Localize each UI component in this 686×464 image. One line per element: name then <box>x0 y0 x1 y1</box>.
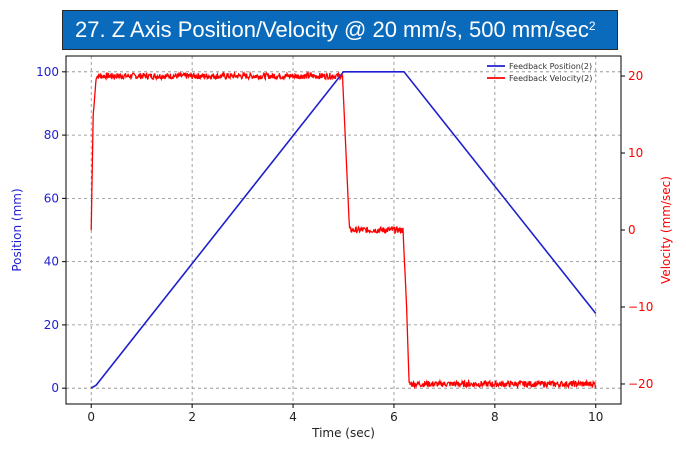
y-right-tick-label: 20 <box>628 69 643 83</box>
y-left-tick-label: 0 <box>51 381 59 395</box>
y-right-tick-label: 0 <box>628 223 636 237</box>
y-right-tick-label: −10 <box>628 300 653 314</box>
y-left-axis-label: Position (mm) <box>10 188 24 271</box>
x-axis-label: Time (sec) <box>311 426 375 440</box>
legend-entry: Feedback Position(2) <box>509 62 592 71</box>
y-left-tick-label: 20 <box>44 318 59 332</box>
x-tick-label: 8 <box>491 410 499 424</box>
series-lines <box>90 70 597 390</box>
chart-title: 27. Z Axis Position/Velocity @ 20 mm/s, … <box>62 10 618 50</box>
series-line-feedback-position <box>90 71 597 389</box>
x-tick-label: 2 <box>188 410 196 424</box>
x-tick-label: 6 <box>390 410 398 424</box>
y-left-axis-ticks: 0 20 40 60 80 100 <box>36 65 66 395</box>
x-tick-label: 10 <box>588 410 603 424</box>
y-left-tick-label: 60 <box>44 191 59 205</box>
y-right-tick-label: 10 <box>628 146 643 160</box>
y-left-tick-label: 40 <box>44 255 59 269</box>
legend-entry: Feedback Velocity(2) <box>509 74 592 83</box>
y-right-axis-label: Velocity (mm/sec) <box>659 176 673 284</box>
legend: Feedback Position(2) Feedback Velocity(2) <box>487 62 592 83</box>
y-right-tick-label: −20 <box>628 377 653 391</box>
x-tick-label: 0 <box>87 410 95 424</box>
y-left-tick-label: 80 <box>44 128 59 142</box>
y-right-axis-ticks: −20 −10 0 10 20 <box>621 69 653 391</box>
series-line-feedback-velocity <box>90 70 597 390</box>
y-left-tick-label: 100 <box>36 65 59 79</box>
grid-lines <box>66 56 621 404</box>
chart-title-text: 27. Z Axis Position/Velocity @ 20 mm/s, … <box>75 17 589 42</box>
chart-title-superscript: 2 <box>588 19 596 33</box>
x-axis-ticks: 0 2 4 6 8 10 <box>87 404 603 424</box>
x-tick-label: 4 <box>289 410 297 424</box>
